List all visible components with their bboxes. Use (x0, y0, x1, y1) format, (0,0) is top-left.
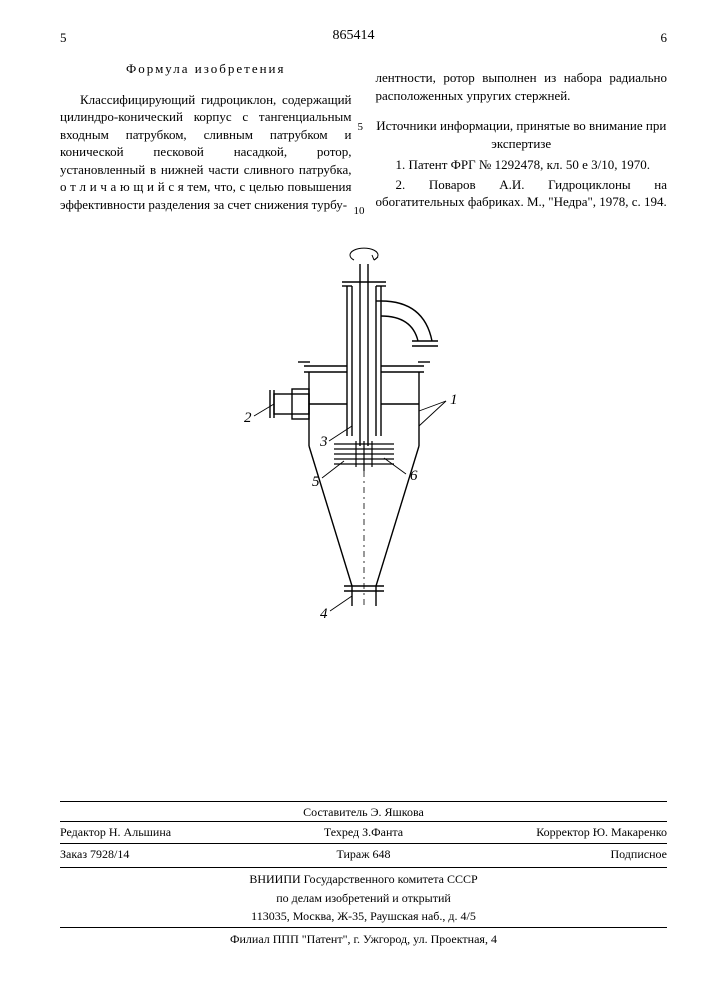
techred: Техред З.Фанта (262, 824, 464, 841)
left-column: Формула изобретения Классифицирующий гид… (60, 56, 352, 226)
figure-label-6: 6 (410, 468, 418, 484)
order-row: Заказ 7928/14 Тираж 648 Подписное (60, 843, 667, 865)
page-number-right: 6 (661, 30, 668, 46)
address: 113035, Москва, Ж-35, Раушская наб., д. … (60, 908, 667, 925)
compiler-row: Составитель Э. Яшкова (60, 801, 667, 821)
org-line-1: ВНИИПИ Государственного комитета СССР (60, 867, 667, 888)
reference-2: 2. Поваров А.И. Гидроциклоны на обогатит… (376, 176, 668, 211)
line-number-5: 5 (358, 120, 364, 135)
editor-row: Редактор Н. Альшина Техред З.Фанта Корре… (60, 821, 667, 843)
corrector: Корректор Ю. Макаренко (465, 824, 667, 841)
figure-label-1: 1 (450, 392, 458, 408)
order: Заказ 7928/14 (60, 846, 262, 863)
right-column: 5 10 лентности, ротор выполнен из набора… (376, 56, 668, 226)
org-line-2: по делам изобретений и открытий (60, 890, 667, 907)
footer-block: Составитель Э. Яшкова Редактор Н. Альшин… (60, 801, 667, 950)
continuation-text: лентности, ротор выполнен из набора ради… (376, 69, 668, 104)
filial: Филиал ППП "Патент", г. Ужгород, ул. Про… (60, 927, 667, 948)
claim-text: Классифицирующий гидроциклон, содержащий… (60, 91, 352, 214)
sources-title: Источники информации, принятые во вниман… (376, 117, 668, 152)
editor: Редактор Н. Альшина (60, 824, 262, 841)
line-number-10: 10 (354, 204, 365, 219)
podpis: Подписное (465, 846, 667, 863)
page-number-left: 5 (60, 30, 67, 46)
figure-container: 1 2 3 4 5 6 (60, 246, 667, 646)
figure-label-3: 3 (319, 434, 328, 450)
figure-label-4: 4 (320, 606, 328, 622)
tirage: Тираж 648 (262, 846, 464, 863)
figure-label-5: 5 (312, 474, 320, 490)
reference-1: 1. Патент ФРГ № 1292478, кл. 50 е 3/10, … (376, 156, 668, 174)
claim-title: Формула изобретения (60, 60, 352, 78)
figure-label-2: 2 (244, 410, 252, 426)
hydrocyclone-diagram: 1 2 3 4 5 6 (234, 246, 494, 646)
document-number: 865414 (333, 28, 375, 44)
